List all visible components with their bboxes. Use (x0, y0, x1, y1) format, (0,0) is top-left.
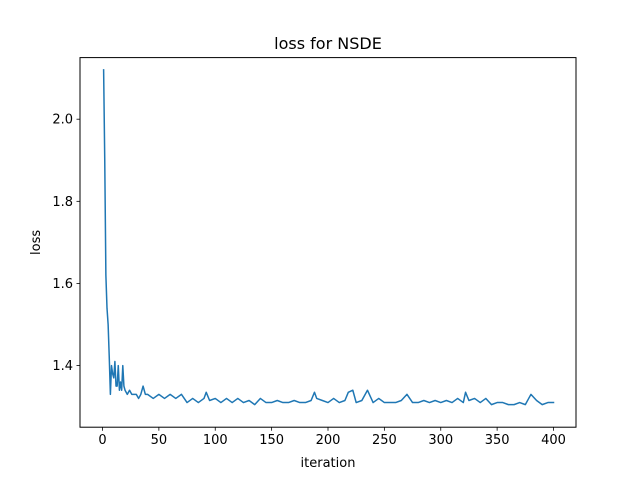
plot-area (102, 69, 555, 406)
x-tick-label: 200 (316, 433, 341, 448)
x-tick-label: 400 (541, 433, 566, 448)
x-tick-label: 0 (98, 433, 106, 448)
x-tick-label: 150 (259, 433, 284, 448)
y-tick-label: 2.0 (52, 113, 73, 128)
x-tick-label: 350 (485, 433, 510, 448)
x-axis-ticks: 0 50 100 150 200 250 300 350 400 (98, 427, 566, 448)
x-tick-label: 250 (372, 433, 397, 448)
y-tick-label: 1.4 (52, 359, 73, 374)
x-axis-title: iteration (301, 456, 356, 471)
y-tick-label: 1.8 (52, 195, 73, 210)
x-tick-label: 50 (151, 433, 168, 448)
x-tick-label: 100 (203, 433, 228, 448)
y-axis-ticks: 1.4 1.6 1.8 2.0 (52, 113, 80, 374)
axes-frame (79, 57, 577, 428)
series-line-0 (102, 69, 555, 406)
y-axis-title: loss (29, 230, 44, 255)
chart-title: loss for NSDE (274, 34, 382, 53)
y-tick-label: 1.6 (52, 277, 73, 292)
x-tick-label: 300 (428, 433, 453, 448)
